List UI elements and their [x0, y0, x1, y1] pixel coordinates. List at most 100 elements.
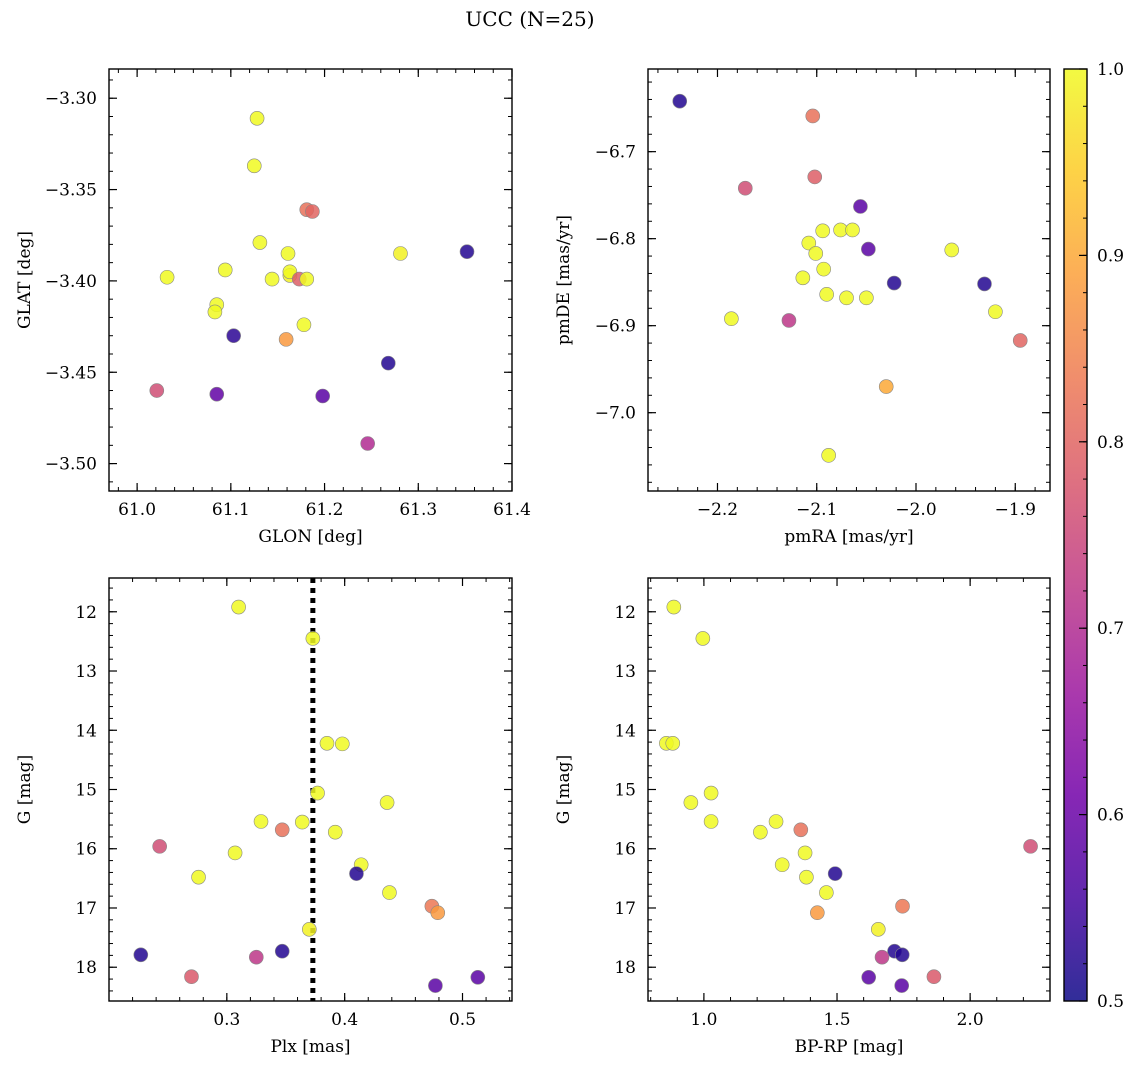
x-tick-label: −2.2 [697, 500, 738, 520]
scatter-point [808, 246, 824, 261]
scatter-point [810, 905, 825, 921]
scatter-point [861, 970, 877, 985]
scatter-point [231, 599, 246, 615]
scatter-point [184, 969, 199, 985]
y-tick-label: 13 [75, 662, 97, 682]
scatter-point [724, 311, 739, 327]
y-tick-label: −6.9 [595, 317, 636, 337]
scatter-point [393, 246, 408, 261]
y-tick-label: 13 [614, 662, 636, 682]
y-axis-label: pmDE [mas/yr] [554, 215, 574, 345]
y-tick-label: −3.30 [45, 89, 97, 109]
scatter-point [315, 388, 330, 404]
y-tick-label: 15 [614, 781, 636, 801]
scatter-point [815, 223, 830, 239]
scatter-point [781, 313, 797, 328]
y-tick-label: 16 [614, 840, 636, 860]
scatter-point [878, 379, 894, 394]
scatter-point [853, 199, 868, 214]
y-tick-label: −6.8 [595, 230, 636, 250]
panel-bottom-right: 1.0 1.5 2.0 12 13 14 15 16 17 18 BP-RP [mag] G [mag… [554, 577, 1051, 1057]
scatter-point [310, 785, 325, 801]
scatter-point [683, 795, 699, 810]
scatter-point [703, 814, 719, 829]
y-tick-label: −3.35 [45, 181, 97, 201]
scatter-point [870, 922, 886, 937]
colorbar-tick-label: 0.7 [1097, 619, 1124, 639]
scatter-point [795, 270, 811, 286]
scatter-point [207, 304, 223, 320]
scatter-point [226, 328, 241, 344]
scatter-point [821, 448, 836, 463]
scatter-point [799, 869, 814, 885]
x-tick-label: 1.0 [690, 1010, 717, 1030]
scatter-point [944, 242, 960, 258]
panel-top-left: 61.0 61.1 61.2 61.3 61.4 −3.30 −3.35 −3.40 −3.45… [15, 68, 531, 547]
y-tick-label: −7.0 [595, 404, 636, 424]
scatter-point [895, 898, 910, 914]
y-tick-label: 15 [75, 781, 97, 801]
y-tick-label: 17 [614, 899, 636, 919]
scatter-point [380, 355, 396, 371]
colorbar-frame [1063, 68, 1088, 1002]
scatter-point [191, 869, 206, 885]
scatter-point [807, 169, 823, 185]
x-tick-label: 61.2 [306, 500, 344, 520]
axes-frame [108, 577, 513, 1002]
y-axis-label: G [mag] [15, 755, 35, 824]
y-tick-label: 16 [75, 840, 97, 860]
panel-top-right: −2.2 −2.1 −2.0 −1.9 −6.7 −6.8 −6.9 −7.0 pmRA [ma… [554, 68, 1051, 547]
scatter-point [274, 943, 290, 959]
scatter-point [360, 436, 375, 451]
scatter-point [793, 822, 809, 838]
scatter-point [246, 158, 262, 174]
x-tick-label: 61.1 [212, 500, 250, 520]
scatter-point [819, 287, 834, 302]
axes-frame [647, 68, 1051, 492]
scatter-point [695, 631, 711, 646]
x-tick-label: 0.3 [213, 1010, 240, 1030]
scatter-point [774, 857, 790, 873]
scatter-point [149, 383, 165, 398]
figure-title: UCC (N=25) [465, 7, 594, 31]
scatter-point [299, 271, 315, 287]
panel-bottom-left: 0.3 0.4 0.5 12 13 14 15 16 17 18 Plx [mas] G [mag] [15, 577, 513, 1057]
scatter-point [319, 735, 335, 751]
scatter-point [274, 822, 290, 838]
scatter-point [428, 978, 443, 993]
x-axis-label: GLON [deg] [258, 527, 362, 547]
x-axis-label: BP-RP [mag] [795, 1037, 904, 1057]
x-tick-label: −2.1 [796, 500, 837, 520]
colorbar-tick-label: 0.6 [1097, 806, 1124, 826]
scatter-point [801, 235, 817, 251]
scatter-point [327, 824, 343, 840]
y-axis-label: G [mag] [554, 755, 574, 824]
colorbar-gradient [1064, 69, 1087, 1001]
scatter-point [305, 204, 320, 219]
scatter-point [470, 970, 486, 985]
scatter-point [819, 885, 834, 900]
scatter-point [859, 290, 874, 306]
scatter-point [753, 824, 768, 840]
x-tick-label: −1.9 [995, 500, 1036, 520]
scatter-point [977, 276, 992, 292]
y-tick-label: 12 [614, 603, 636, 623]
scatter-point [894, 947, 910, 963]
colorbar-tick-label: 0.9 [1097, 246, 1124, 266]
scatter-point [248, 949, 264, 965]
scatter-point [278, 332, 294, 347]
axes-frame [647, 577, 1051, 1002]
colorbar-tick-label: 1.0 [1097, 60, 1124, 80]
y-tick-label: 14 [75, 721, 97, 741]
x-tick-label: 0.5 [449, 1010, 476, 1030]
scatter-point [217, 262, 233, 278]
scatter-point [430, 905, 446, 921]
scatter-point [305, 631, 321, 646]
x-axis-label: Plx [mas] [270, 1037, 350, 1057]
scatter-point [264, 271, 280, 287]
scatter-point [737, 180, 753, 196]
axes-frame [108, 68, 513, 492]
y-tick-label: 18 [75, 958, 97, 978]
scatter-point [805, 108, 821, 124]
